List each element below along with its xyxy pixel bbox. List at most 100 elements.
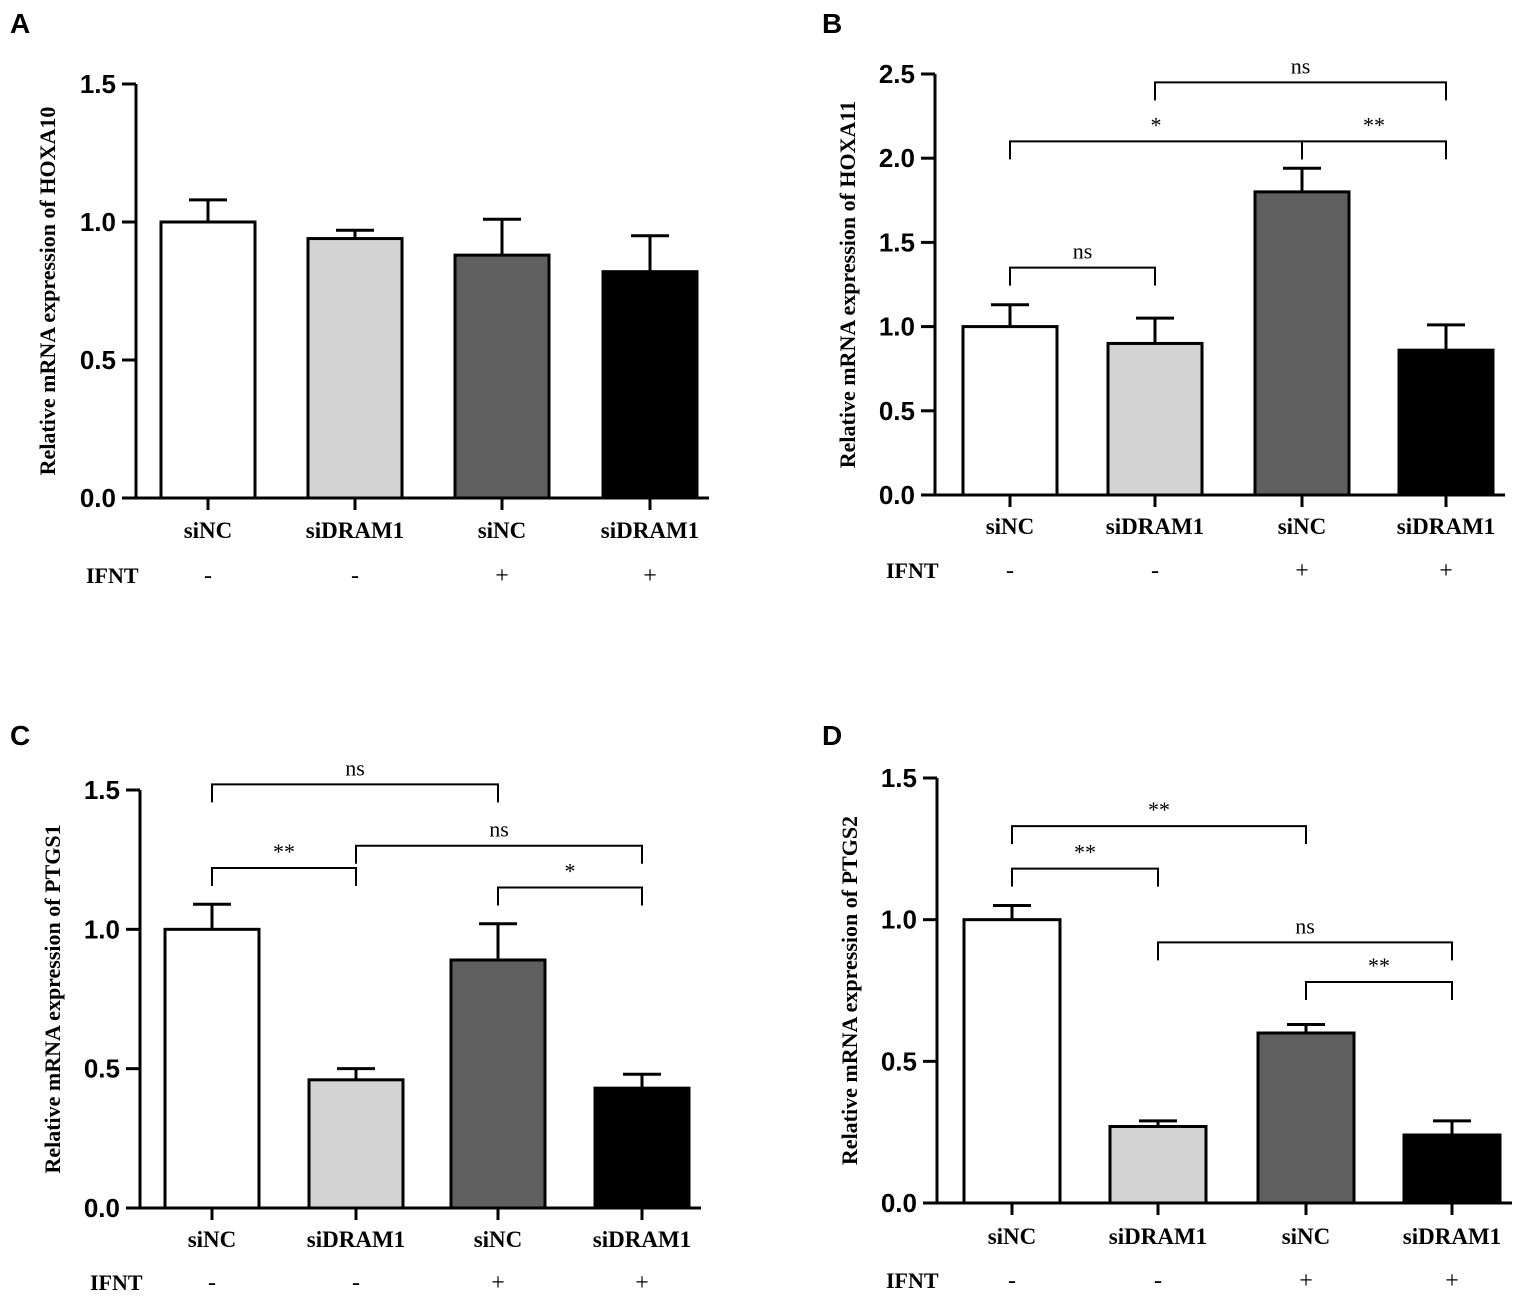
panel-letter: C	[10, 720, 30, 751]
condition-sign: -	[352, 1270, 360, 1296]
significance-bracket	[1011, 825, 1307, 845]
condition-name-label: IFNT	[886, 558, 939, 583]
condition-name-label: IFNT	[90, 1270, 143, 1295]
category-label: siDRAM1	[1109, 1224, 1207, 1249]
condition-sign: -	[208, 1270, 216, 1296]
bar	[1108, 1125, 1208, 1205]
category-label: siNC	[1278, 514, 1327, 539]
bar	[962, 918, 1062, 1205]
y-tick-label: 1.5	[881, 763, 917, 793]
significance-bracket	[1301, 140, 1447, 160]
significance-label: **	[1148, 797, 1170, 822]
category-label: siNC	[184, 518, 233, 543]
y-tick-label: 2.0	[879, 143, 915, 173]
significance-bracket	[1305, 981, 1453, 1000]
bar	[163, 927, 261, 1210]
significance-label: **	[1074, 840, 1096, 865]
y-tick-label: 1.0	[84, 914, 120, 944]
condition-sign: +	[1439, 558, 1453, 584]
bar	[306, 237, 404, 500]
y-tick-label: 0.0	[881, 1188, 917, 1218]
category-label: siNC	[986, 514, 1035, 539]
category-label: siDRAM1	[1403, 1224, 1501, 1249]
category-label: siNC	[988, 1224, 1037, 1249]
bar	[159, 220, 257, 500]
bar	[601, 270, 699, 500]
y-tick-label: 1.0	[879, 312, 915, 342]
condition-sign: +	[635, 1270, 649, 1296]
y-tick-label: 0.0	[84, 1193, 120, 1223]
category-label: siNC	[188, 1227, 237, 1252]
y-tick-label: 1.5	[84, 775, 120, 805]
significance-label: ns	[1073, 239, 1093, 264]
category-label: siNC	[478, 518, 527, 543]
significance-bracket	[1157, 941, 1453, 961]
y-axis-label: Relative mRNA expression of PTGS2	[837, 816, 862, 1165]
significance-label: ns	[1291, 53, 1311, 78]
category-label: siDRAM1	[307, 1227, 405, 1252]
condition-sign: +	[1295, 558, 1309, 584]
bar	[1397, 348, 1495, 497]
y-tick-label: 1.5	[80, 69, 116, 99]
category-label: siNC	[1282, 1224, 1331, 1249]
bar	[453, 253, 551, 500]
y-axis-label: Relative mRNA expression of HOXA10	[35, 107, 60, 476]
condition-sign: -	[1154, 1268, 1162, 1294]
y-tick-label: 0.5	[879, 396, 915, 426]
significance-bracket	[211, 783, 499, 803]
y-tick-label: 1.5	[879, 227, 915, 257]
y-axis-label: Relative mRNA expression of PTGS1	[40, 824, 65, 1173]
category-label: siDRAM1	[1397, 514, 1495, 539]
y-tick-label: 1.0	[881, 905, 917, 935]
condition-sign: +	[491, 1270, 505, 1296]
y-axis-label: Relative mRNA expression of HOXA11	[835, 101, 860, 468]
significance-label: ns	[1295, 913, 1315, 938]
significance-label: *	[1151, 112, 1162, 137]
condition-sign: -	[1008, 1268, 1016, 1294]
condition-sign: +	[1299, 1268, 1313, 1294]
y-tick-label: 0.5	[80, 345, 116, 375]
significance-label: ns	[489, 817, 509, 842]
category-label: siDRAM1	[593, 1227, 691, 1252]
y-tick-label: 0.0	[80, 483, 116, 513]
panel-letter: B	[822, 8, 842, 39]
condition-sign: +	[495, 563, 509, 589]
significance-bracket	[1009, 140, 1303, 160]
bar	[1106, 341, 1204, 497]
condition-sign: +	[1445, 1268, 1459, 1294]
y-tick-label: 1.0	[80, 207, 116, 237]
significance-bracket	[1154, 81, 1447, 101]
condition-sign: -	[204, 563, 212, 589]
significance-bracket	[211, 867, 357, 887]
panel-letter: D	[822, 720, 842, 751]
condition-sign: -	[1006, 558, 1014, 584]
significance-bracket	[355, 844, 643, 864]
condition-name-label: IFNT	[86, 563, 139, 588]
chart-panel-c: C 0.0 0.5 1.0 1.5 Relative mRNA expression of…	[10, 720, 701, 1296]
significance-bracket	[1009, 266, 1156, 286]
significance-label: **	[273, 839, 295, 864]
category-label: siDRAM1	[1106, 514, 1204, 539]
bar	[961, 325, 1059, 497]
bar	[307, 1078, 405, 1210]
condition-name-label: IFNT	[886, 1268, 939, 1293]
y-tick-label: 2.5	[879, 59, 915, 89]
category-label: siNC	[474, 1227, 523, 1252]
significance-label: **	[1363, 112, 1385, 137]
bar	[1402, 1133, 1502, 1205]
significance-label: *	[565, 859, 576, 884]
chart-panel-b: B 0.0 0.5 1.0 1.5 2.0 2.5 Relative mRNA express…	[822, 8, 1505, 584]
chart-panel-a: A 0.0 0.5 1.0 1.5 Relative mRNA expression of…	[10, 8, 709, 589]
significance-bracket	[497, 886, 643, 906]
condition-sign: -	[1151, 558, 1159, 584]
bar	[449, 958, 547, 1210]
category-label: siDRAM1	[306, 518, 404, 543]
bar	[1253, 190, 1351, 497]
y-tick-label: 0.5	[84, 1054, 120, 1084]
significance-label: **	[1368, 953, 1390, 978]
significance-label: ns	[345, 755, 365, 780]
bar	[593, 1086, 691, 1210]
category-label: siDRAM1	[601, 518, 699, 543]
y-tick-label: 0.5	[881, 1046, 917, 1076]
